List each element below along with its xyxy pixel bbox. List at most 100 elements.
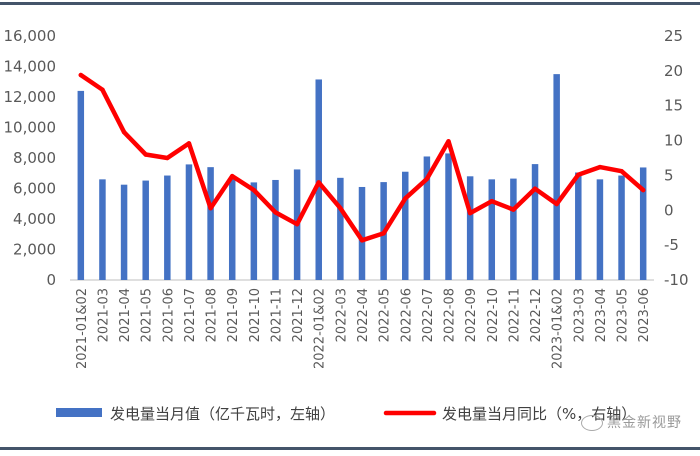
x-axis-tick-label: 2022-11 — [507, 288, 522, 342]
legend-label-bar: 发电量当月值（亿千瓦时，左轴） — [110, 405, 335, 423]
line-point — [619, 169, 624, 174]
bar — [423, 156, 431, 280]
right-axis-tick-label: -5 — [664, 236, 679, 254]
x-axis-tick-label: 2021-03 — [96, 288, 111, 342]
bar — [596, 179, 604, 280]
line-point — [100, 87, 105, 92]
bar — [575, 172, 582, 280]
line-point — [640, 187, 646, 193]
left-axis-tick-label: 0 — [46, 271, 56, 289]
x-axis-tick-label: 2022-10 — [486, 288, 501, 342]
x-axis-tick-label: 2023-04 — [594, 288, 609, 342]
line-point — [143, 152, 148, 157]
line-point — [251, 187, 257, 193]
x-axis-tick-label: 2022-01&02 — [313, 288, 328, 369]
watermark-text: 黑金新视野 — [607, 415, 682, 431]
x-axis-tick-label: 2022-06 — [399, 288, 414, 342]
line-point — [489, 199, 494, 204]
x-axis-tick-label: 2023-06 — [637, 288, 652, 342]
wechat-icon — [581, 415, 603, 431]
bar — [228, 177, 236, 280]
x-axis-tick-label: 2023-01&02 — [551, 288, 566, 369]
line-point — [403, 196, 408, 201]
x-axis-tick-label: 2022-04 — [356, 288, 371, 342]
bar — [315, 79, 322, 281]
line-point — [338, 205, 343, 211]
x-axis-tick-label: 2021-11 — [269, 288, 284, 342]
line-point — [230, 173, 235, 179]
bar — [337, 177, 344, 280]
x-axis-tick-label: 2021-12 — [291, 288, 306, 342]
x-axis-tick-label: 2021-06 — [161, 288, 176, 342]
x-axis-tick-label: 2021-09 — [226, 288, 241, 342]
line-point — [165, 155, 170, 161]
x-axis-tick-label: 2021-07 — [183, 288, 198, 342]
top-frame-line — [0, 2, 700, 5]
right-axis-tick-label: 20 — [664, 62, 683, 80]
line-point — [273, 210, 278, 215]
bar — [77, 90, 85, 281]
bar — [207, 167, 214, 280]
left-axis-tick-label: 12,000 — [4, 88, 57, 106]
bottom-frame-line — [0, 447, 700, 450]
x-axis-tick-label: 2023-05 — [616, 288, 631, 342]
left-axis-tick-label: 10,000 — [4, 119, 57, 137]
bar — [531, 164, 539, 280]
bar — [639, 167, 647, 280]
line-point — [532, 186, 538, 191]
line-point — [316, 180, 321, 185]
left-axis-tick-label: 14,000 — [4, 58, 57, 76]
bar — [553, 74, 560, 280]
line-point — [511, 207, 516, 212]
x-axis-tick-label: 2021-05 — [140, 288, 155, 342]
line-point — [446, 139, 451, 144]
right-axis-tick-label: 0 — [664, 201, 674, 219]
bar — [164, 175, 171, 280]
line-point — [121, 130, 127, 135]
left-axis-tick-label: 6,000 — [13, 180, 56, 198]
bar — [445, 153, 452, 280]
x-axis-tick-label: 2022-07 — [421, 288, 436, 342]
x-axis-tick-label: 2022-12 — [529, 288, 544, 342]
left-axis-tick-label: 8,000 — [13, 149, 56, 167]
x-axis-tick-label: 2021-04 — [118, 288, 133, 342]
x-axis-tick-label: 2021-08 — [205, 288, 220, 342]
line-point — [359, 238, 365, 243]
left-axis-tick-label: 4,000 — [13, 210, 56, 228]
x-axis-tick-label: 2021-01&02 — [75, 288, 90, 369]
bar — [272, 179, 279, 280]
right-axis-tick-label: 5 — [664, 166, 674, 184]
line-point — [424, 176, 430, 182]
line-point — [208, 205, 213, 211]
x-axis-tick-label: 2022-03 — [334, 288, 349, 342]
right-axis-tick-label: 25 — [664, 27, 683, 45]
line-point — [467, 210, 473, 216]
x-axis-tick-label: 2022-08 — [443, 288, 458, 342]
x-axis-tick-label: 2022-05 — [378, 288, 393, 342]
bar — [120, 184, 128, 280]
watermark: 黑金新视野 — [581, 412, 682, 432]
line-point — [576, 172, 581, 177]
line-point — [381, 231, 386, 236]
bar — [510, 178, 517, 280]
x-axis-tick-label: 2023-03 — [572, 288, 587, 342]
bar — [185, 164, 193, 280]
x-axis-tick-label: 2021-10 — [248, 288, 263, 342]
line-point — [78, 72, 84, 78]
bar — [402, 171, 409, 280]
left-axis-tick-label: 2,000 — [13, 241, 56, 259]
line-point — [294, 222, 300, 227]
bar — [618, 175, 625, 280]
bar — [488, 179, 496, 280]
bar — [250, 182, 258, 280]
right-axis-tick-label: 15 — [664, 97, 683, 115]
line-point — [554, 201, 559, 207]
right-axis-tick-label: -10 — [664, 271, 689, 289]
bar — [358, 186, 366, 280]
bar — [466, 176, 474, 280]
bar — [99, 179, 106, 280]
right-axis-tick-label: 10 — [664, 132, 683, 150]
left-axis-tick-label: 16,000 — [4, 27, 57, 45]
